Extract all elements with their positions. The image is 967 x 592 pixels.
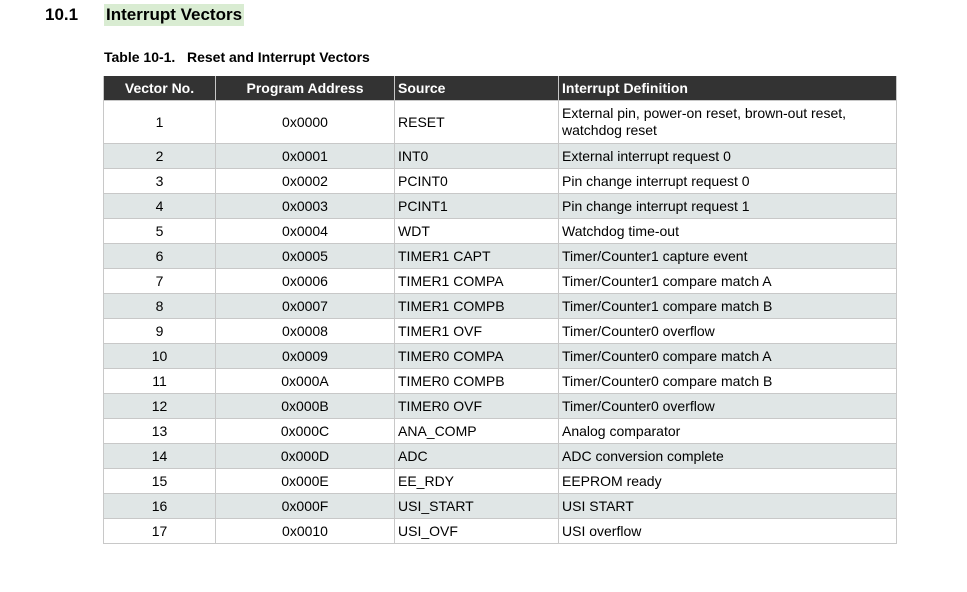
program-address-cell: 0x0010 [215, 518, 395, 544]
interrupt-definition-cell: Watchdog time-out [558, 218, 897, 244]
table-row: 16 0x000F USI_START USI START [103, 493, 897, 519]
interrupt-definition-cell: ADC conversion complete [558, 443, 897, 469]
interrupt-definition-cell: EEPROM ready [558, 468, 897, 494]
table-row: 9 0x0008 TIMER1 OVF Timer/Counter0 overflow [103, 318, 897, 344]
interrupt-vectors-table: Vector No. Program Address Source Interr… [103, 76, 897, 544]
source-cell: TIMER0 OVF [394, 393, 559, 419]
vector-no-cell: 8 [103, 293, 216, 319]
vector-no-cell: 3 [103, 168, 216, 194]
vector-no-cell: 2 [103, 143, 216, 169]
table-row: 11 0x000A TIMER0 COMPB Timer/Counter0 compa… [103, 368, 897, 394]
table-row: 12 0x000B TIMER0 OVF Timer/Counter0 overflo… [103, 393, 897, 419]
vector-no-cell: 17 [103, 518, 216, 544]
program-address-cell: 0x0008 [215, 318, 395, 344]
table-row: 3 0x0002 PCINT0 Pin change interrupt reques… [103, 168, 897, 194]
source-cell: WDT [394, 218, 559, 244]
table-caption: Table 10-1. Reset and Interrupt Vectors [104, 49, 370, 65]
source-cell: TIMER1 COMPA [394, 268, 559, 294]
program-address-cell: 0x0007 [215, 293, 395, 319]
source-cell: ANA_COMP [394, 418, 559, 444]
interrupt-definition-cell: Timer/Counter1 compare match B [558, 293, 897, 319]
program-address-cell: 0x000C [215, 418, 395, 444]
vector-no-cell: 16 [103, 493, 216, 519]
header-vector-no: Vector No. [103, 76, 216, 101]
section-number: 10.1 [45, 5, 79, 24]
table-row: 13 0x000C ANA_COMP Analog comparator [103, 418, 897, 444]
table-row: 17 0x0010 USI_OVF USI overflow [103, 518, 897, 544]
vector-no-cell: 14 [103, 443, 216, 469]
source-cell: USI_START [394, 493, 559, 519]
section-heading: 10.1 Interrupt Vectors [45, 4, 245, 26]
interrupt-definition-cell: USI overflow [558, 518, 897, 544]
program-address-cell: 0x0006 [215, 268, 395, 294]
interrupt-definition-cell: Timer/Counter0 compare match B [558, 368, 897, 394]
vector-no-cell: 4 [103, 193, 216, 219]
source-cell: INT0 [394, 143, 559, 169]
program-address-cell: 0x000F [215, 493, 395, 519]
program-address-cell: 0x0003 [215, 193, 395, 219]
interrupt-definition-cell: Timer/Counter0 overflow [558, 318, 897, 344]
program-address-cell: 0x0005 [215, 243, 395, 269]
program-address-cell: 0x0004 [215, 218, 395, 244]
table-header: Vector No. Program Address Source Interr… [103, 76, 897, 101]
interrupt-definition-cell: Pin change interrupt request 0 [558, 168, 897, 194]
source-cell: ADC [394, 443, 559, 469]
table-row: 1 0x0000 RESET External pin, power-on reset… [103, 100, 897, 144]
table-row: 4 0x0003 PCINT1 Pin change interrupt reques… [103, 193, 897, 219]
interrupt-definition-cell: Timer/Counter0 compare match A [558, 343, 897, 369]
source-cell: USI_OVF [394, 518, 559, 544]
header-row: Vector No. Program Address Source Interr… [103, 76, 897, 101]
vector-no-cell: 12 [103, 393, 216, 419]
table-row: 8 0x0007 TIMER1 COMPB Timer/Counter1 compar… [103, 293, 897, 319]
vector-no-cell: 1 [103, 100, 216, 144]
vector-no-cell: 10 [103, 343, 216, 369]
table-body: 1 0x0000 RESET External pin, power-on reset… [103, 100, 897, 544]
source-cell: TIMER0 COMPB [394, 368, 559, 394]
vector-no-cell: 6 [103, 243, 216, 269]
program-address-cell: 0x0009 [215, 343, 395, 369]
source-cell: PCINT0 [394, 168, 559, 194]
header-source: Source [394, 76, 559, 101]
header-interrupt-definition: Interrupt Definition [558, 76, 897, 101]
source-cell: PCINT1 [394, 193, 559, 219]
program-address-cell: 0x0002 [215, 168, 395, 194]
vector-no-cell: 9 [103, 318, 216, 344]
table-row: 5 0x0004 WDT Watchdog time-out [103, 218, 897, 244]
interrupt-definition-cell: External interrupt request 0 [558, 143, 897, 169]
source-cell: TIMER1 COMPB [394, 293, 559, 319]
interrupt-definition-cell: Timer/Counter1 capture event [558, 243, 897, 269]
table-row: 15 0x000E EE_RDY EEPROM ready [103, 468, 897, 494]
table-row: 7 0x0006 TIMER1 COMPA Timer/Counter1 compar… [103, 268, 897, 294]
interrupt-definition-cell: Pin change interrupt request 1 [558, 193, 897, 219]
source-cell: TIMER0 COMPA [394, 343, 559, 369]
program-address-cell: 0x0000 [215, 100, 395, 144]
program-address-cell: 0x000A [215, 368, 395, 394]
source-cell: EE_RDY [394, 468, 559, 494]
table-row: 14 0x000D ADC ADC conversion complete [103, 443, 897, 469]
vector-no-cell: 13 [103, 418, 216, 444]
interrupt-definition-cell: USI START [558, 493, 897, 519]
source-cell: TIMER1 CAPT [394, 243, 559, 269]
table-row: 2 0x0001 INT0 External interrupt request 0 [103, 143, 897, 169]
source-cell: RESET [394, 100, 559, 144]
interrupt-definition-cell: External pin, power-on reset, brown-out … [558, 100, 897, 144]
program-address-cell: 0x000D [215, 443, 395, 469]
interrupt-definition-cell: Analog comparator [558, 418, 897, 444]
interrupt-definition-cell: Timer/Counter1 compare match A [558, 268, 897, 294]
table-row: 6 0x0005 TIMER1 CAPT Timer/Counter1 capture… [103, 243, 897, 269]
program-address-cell: 0x000E [215, 468, 395, 494]
interrupt-definition-cell: Timer/Counter0 overflow [558, 393, 897, 419]
source-cell: TIMER1 OVF [394, 318, 559, 344]
program-address-cell: 0x0001 [215, 143, 395, 169]
vector-no-cell: 11 [103, 368, 216, 394]
vector-no-cell: 15 [103, 468, 216, 494]
section-title: Interrupt Vectors [104, 4, 245, 26]
header-program-address: Program Address [215, 76, 395, 101]
program-address-cell: 0x000B [215, 393, 395, 419]
vector-no-cell: 5 [103, 218, 216, 244]
table-row: 10 0x0009 TIMER0 COMPA Timer/Counter0 compa… [103, 343, 897, 369]
vector-no-cell: 7 [103, 268, 216, 294]
